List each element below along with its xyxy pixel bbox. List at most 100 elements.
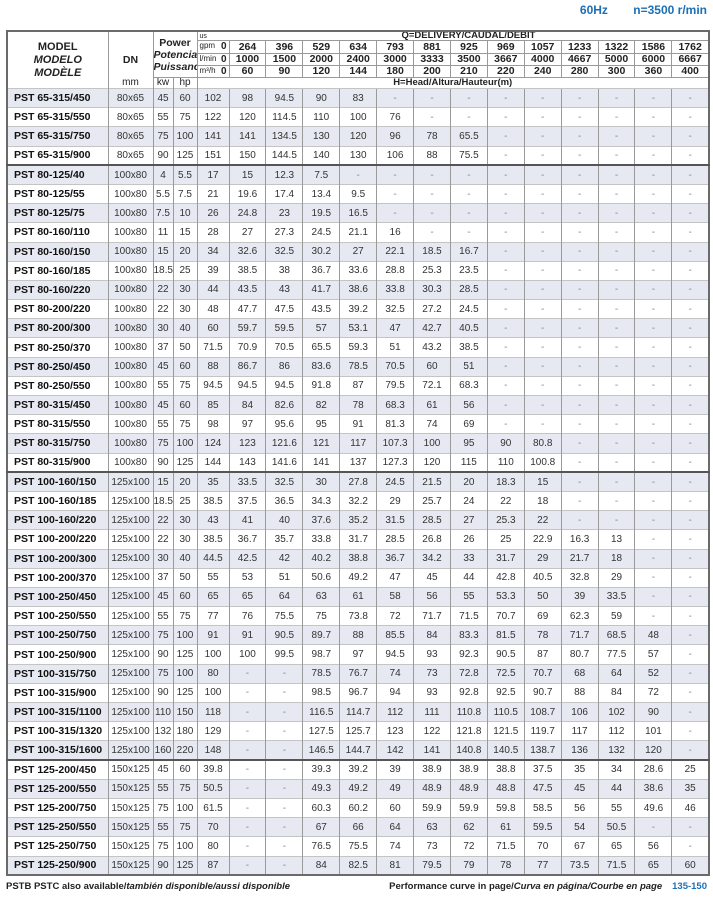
- head-value-cell: -: [634, 452, 672, 473]
- hp-cell: 75: [172, 375, 198, 396]
- table-row: PST 80-315/750 100x80 75 100 124 123 121.6 121 1…: [7, 433, 709, 454]
- head-value-cell: -: [671, 529, 709, 549]
- hp-cell: 100: [172, 625, 198, 645]
- head-value-cell: 38.6: [634, 778, 672, 799]
- head-value-cell: 110: [486, 452, 525, 473]
- head-value-cell: 24.5: [376, 471, 414, 492]
- head-value-cell: -: [671, 606, 709, 626]
- head-value-cell: -: [523, 279, 562, 300]
- dn-cell: 125x100: [107, 701, 153, 722]
- table-row: PST 80-200/220 100x80 22 30 48 47.7 47.5 43.5 39…: [7, 299, 709, 319]
- head-value-cell: -: [486, 337, 525, 358]
- head-value-cell: 75.5: [265, 606, 303, 626]
- dn-cell: 125x100: [107, 567, 153, 588]
- head-value-cell: 90.5: [265, 625, 303, 645]
- head-value-cell: 80: [196, 663, 230, 684]
- head-value-cell: 94.5: [265, 87, 303, 108]
- head-value-cell: -: [597, 145, 635, 166]
- hp-cell: 180: [172, 721, 198, 741]
- head-value-cell: -: [634, 318, 672, 338]
- head-value-cell: 38.6: [339, 279, 377, 300]
- gpm-value: 793: [376, 40, 414, 54]
- head-value-cell: 120: [413, 452, 451, 473]
- head-value-cell: 140.5: [486, 740, 525, 761]
- dn-cell: 100x80: [107, 433, 153, 454]
- head-value-cell: 25.3: [413, 260, 451, 281]
- gpm-value: 0: [220, 41, 227, 52]
- head-value-cell: 88: [560, 682, 599, 703]
- head-value-cell: 143: [228, 452, 266, 473]
- head-value-cell: 34.3: [302, 490, 340, 511]
- head-value-cell: 31.7: [339, 529, 377, 549]
- kw-cell: 90: [152, 682, 173, 703]
- head-value-cell: 54: [560, 817, 599, 837]
- head-value-cell: -: [671, 452, 709, 473]
- head-value-cell: 142: [376, 740, 414, 761]
- table-row: PST 80-315/450 100x80 45 60 85 84 82.6 82 78 68.3…: [7, 394, 709, 415]
- head-value-cell: 25: [486, 529, 525, 549]
- head-value-cell: 68: [560, 663, 599, 684]
- hp-cell: 150: [172, 701, 198, 722]
- head-value-cell: 122: [196, 107, 230, 127]
- head-value-cell: -: [634, 337, 672, 358]
- head-value-cell: -: [597, 183, 635, 204]
- head-value-cell: 15: [228, 164, 266, 185]
- hp-cell: 5.5: [172, 164, 198, 185]
- head-value-cell: 100.8: [523, 452, 562, 473]
- head-value-cell: 70: [523, 836, 562, 856]
- head-value-cell: -: [486, 260, 525, 281]
- head-value-cell: -: [523, 107, 562, 127]
- head-value-cell: 37.5: [228, 490, 266, 511]
- kw-cell: 160: [152, 740, 173, 761]
- head-value-cell: 73: [413, 663, 451, 684]
- head-value-cell: -: [634, 241, 672, 262]
- head-value-cell: 38.8: [486, 759, 525, 780]
- head-value-cell: 88: [196, 356, 230, 377]
- head-value-cell: 80.7: [560, 644, 599, 665]
- lmin-value: 1500: [265, 53, 303, 66]
- head-value-cell: -: [523, 87, 562, 108]
- head-value-cell: 22: [523, 510, 562, 530]
- head-value-cell: 68.3: [449, 375, 488, 396]
- model-cell: PST 100-315/900: [7, 682, 108, 703]
- head-value-cell: -: [634, 145, 672, 166]
- model-cell: PST 125-200/550: [7, 778, 108, 799]
- head-value-cell: 42.7: [413, 318, 451, 338]
- head-value-cell: 24.5: [449, 299, 488, 319]
- head-value-cell: 79: [449, 855, 488, 876]
- dn-cell: 125x100: [107, 682, 153, 703]
- head-value-cell: -: [486, 241, 525, 262]
- head-value-cell: -: [560, 375, 599, 396]
- table-row: PST 80-250/450 100x80 45 60 88 86.7 86 83.6 78.5…: [7, 356, 709, 377]
- head-value-cell: 30.3: [413, 279, 451, 300]
- model-cell: PST 100-315/750: [7, 663, 108, 684]
- hp-cell: 125: [172, 452, 198, 473]
- head-value-cell: 120: [634, 740, 672, 761]
- head-value-cell: -: [671, 510, 709, 530]
- head-value-cell: -: [597, 279, 635, 300]
- head-value-cell: -: [486, 222, 525, 242]
- head-value-cell: -: [265, 721, 303, 741]
- head-value-cell: 62.3: [560, 606, 599, 626]
- head-value-cell: 117: [560, 721, 599, 741]
- head-value-cell: -: [486, 126, 525, 147]
- head-value-cell: 114.7: [339, 701, 377, 722]
- model-cell: PST 80-315/750: [7, 433, 108, 454]
- gpm-value: 529: [302, 40, 340, 54]
- head-value-cell: 79.5: [376, 375, 414, 396]
- head-value-cell: 94: [376, 682, 414, 703]
- head-value-cell: 127.3: [376, 452, 414, 473]
- head-value-cell: 24.5: [302, 222, 340, 242]
- table-row: PST 100-315/1100 125x100 110 150 118- -116.5 1…: [7, 701, 709, 722]
- head-value-cell: -: [597, 222, 635, 242]
- head-value-cell: 70.9: [228, 337, 266, 358]
- table-row: PST 100-250/750 125x100 75 100 91 91 90.5 89.7 8…: [7, 625, 709, 645]
- hp-cell: 100: [172, 797, 198, 818]
- head-value-cell: 75.5: [449, 145, 488, 166]
- head-value-cell: 84: [302, 855, 340, 876]
- head-value-cell: 49.2: [339, 567, 377, 588]
- kw-cell: 45: [152, 759, 173, 780]
- head-value-cell: 38.8: [339, 548, 377, 569]
- kw-cell: 37: [152, 567, 173, 588]
- head-value-cell: 95: [449, 433, 488, 454]
